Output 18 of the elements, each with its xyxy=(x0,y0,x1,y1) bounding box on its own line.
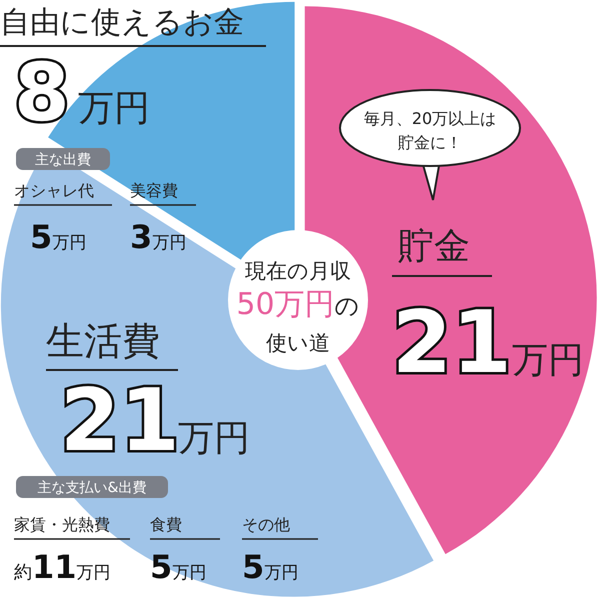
text: オシャレ代 xyxy=(14,181,94,200)
text: その他 xyxy=(242,515,290,534)
text: 毎月、20万以上は貯金に！ xyxy=(364,109,496,152)
data-label: 21万円 xyxy=(392,293,584,393)
text: 主な出費 xyxy=(35,152,91,168)
text: 約11万円 xyxy=(14,548,111,586)
slice-label: 貯金 xyxy=(398,226,470,267)
text: 現在の月収50万円の使い道 xyxy=(236,259,360,355)
slice-label: 生活費 xyxy=(46,319,160,363)
text: 5万円 xyxy=(242,548,298,586)
text: 家賃・光熱費 xyxy=(14,515,110,534)
text: 5万円 xyxy=(30,218,86,256)
text: 主な支払い&出費 xyxy=(38,480,146,496)
text: 食費 xyxy=(150,515,182,534)
text: 3万円 xyxy=(130,218,186,256)
text: 5万円 xyxy=(150,548,206,586)
data-label: 21万円 xyxy=(60,371,250,471)
text: 美容費 xyxy=(130,181,178,200)
